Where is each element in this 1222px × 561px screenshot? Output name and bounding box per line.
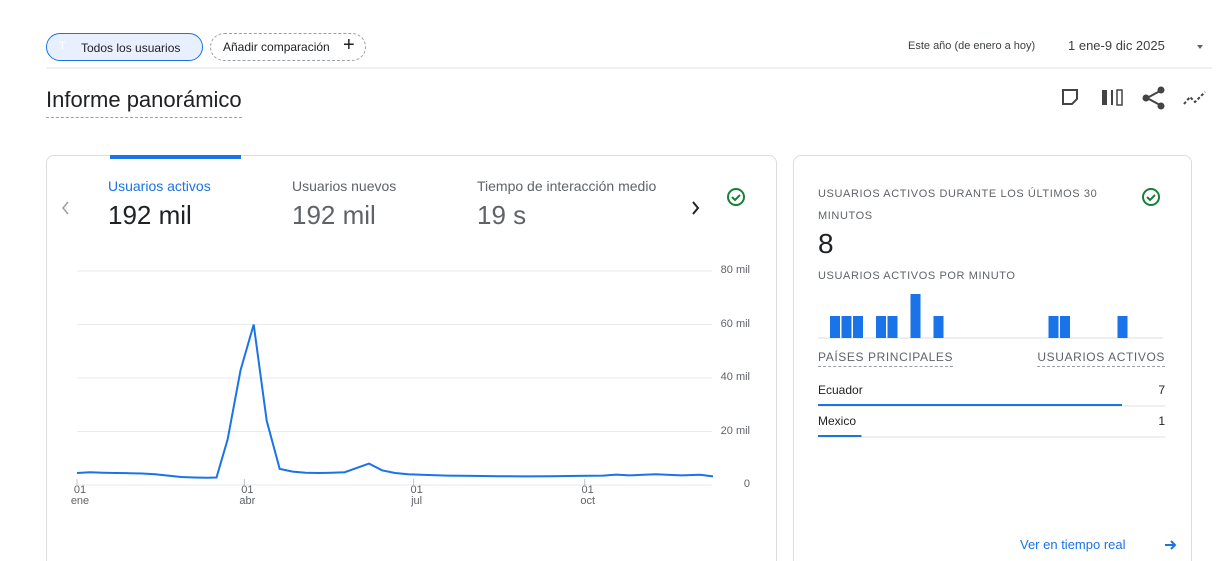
overview-card	[46, 155, 777, 561]
y-tick-label: 60 mil	[720, 317, 750, 330]
note-icon[interactable]	[1062, 89, 1078, 105]
status-ok-icon	[1142, 188, 1160, 206]
status-ok-icon	[727, 188, 745, 206]
bar	[887, 316, 898, 338]
metric-label[interactable]: Usuarios activos	[108, 178, 211, 194]
y-tick-label: 0	[743, 478, 750, 490]
link-arrow[interactable]	[1165, 540, 1177, 550]
x-tick-label: 01 jul	[410, 484, 423, 507]
country-name: Mexico	[818, 414, 857, 428]
segment-initial: T	[59, 40, 66, 52]
status-check	[731, 194, 741, 202]
metric-value: 19 s	[477, 200, 527, 230]
metric-value: 192 mil	[292, 200, 376, 230]
bar	[1048, 316, 1059, 338]
y-tick-label: 80 mil	[720, 264, 750, 276]
realtime-subtitle: USUARIOS ACTIVOS POR MINUTO	[818, 270, 1016, 282]
bar	[1117, 316, 1128, 338]
x-tick-label: 01 oct	[580, 484, 596, 507]
y-tick-label: 20 mil	[720, 424, 750, 437]
bar	[853, 316, 863, 338]
status-check	[1146, 194, 1156, 202]
country-users: 7	[1158, 383, 1165, 397]
range-label: Este año (de enero a hoy)	[908, 40, 1036, 52]
bar	[830, 316, 840, 338]
bar	[910, 294, 921, 338]
bar	[933, 316, 944, 338]
y-tick-label: 40 mil	[720, 371, 750, 383]
metric-label[interactable]: Usuarios nuevos	[292, 178, 397, 194]
country-bar	[818, 404, 1122, 406]
realtime-link[interactable]: Ver en tiempo real	[1020, 537, 1126, 552]
bar	[876, 316, 886, 338]
line-series	[76, 324, 714, 479]
country-users: 1	[1158, 414, 1165, 428]
realtime-card	[793, 155, 1192, 561]
share-icon[interactable]	[1142, 86, 1165, 110]
metric-value: 192 mil	[108, 200, 192, 230]
column-header[interactable]: USUARIOS ACTIVOS	[1037, 350, 1165, 367]
compare-label: Añadir comparación	[223, 40, 330, 54]
segment-label: Todos los usuarios	[81, 41, 181, 55]
metric-label[interactable]: Tiempo de interacción medio	[477, 178, 657, 194]
realtime-value: 8	[818, 228, 834, 259]
realtime-title: USUARIOS ACTIVOS DURANTE LOS ÚLTIMOS 30 …	[818, 188, 1098, 222]
report-title: Informe panorámico	[46, 87, 242, 118]
column-header[interactable]: PAÍSES PRINCIPALES	[818, 350, 954, 367]
range[interactable]: 1 ene-9 dic 2025	[1068, 38, 1165, 53]
range-dropdown[interactable]	[1197, 45, 1203, 49]
x-tick-label: 01 abr	[239, 484, 256, 507]
plus-icon: +	[343, 34, 355, 56]
country-name: Ecuador	[818, 383, 863, 397]
bar	[1060, 316, 1070, 338]
segment-chip[interactable]: T Todos los usuarios	[46, 33, 203, 61]
next-arrow[interactable]	[692, 201, 700, 215]
compare-icon[interactable]	[1102, 89, 1123, 106]
country-bar	[818, 435, 862, 437]
insights-icon[interactable]	[1183, 91, 1206, 105]
x-tick-label: 01 ene	[70, 484, 90, 507]
prev-arrow[interactable]	[62, 201, 69, 215]
bar	[841, 316, 852, 338]
active-tab-indicator	[110, 155, 241, 159]
compare-chip[interactable]: Añadir comparación +	[210, 33, 366, 61]
